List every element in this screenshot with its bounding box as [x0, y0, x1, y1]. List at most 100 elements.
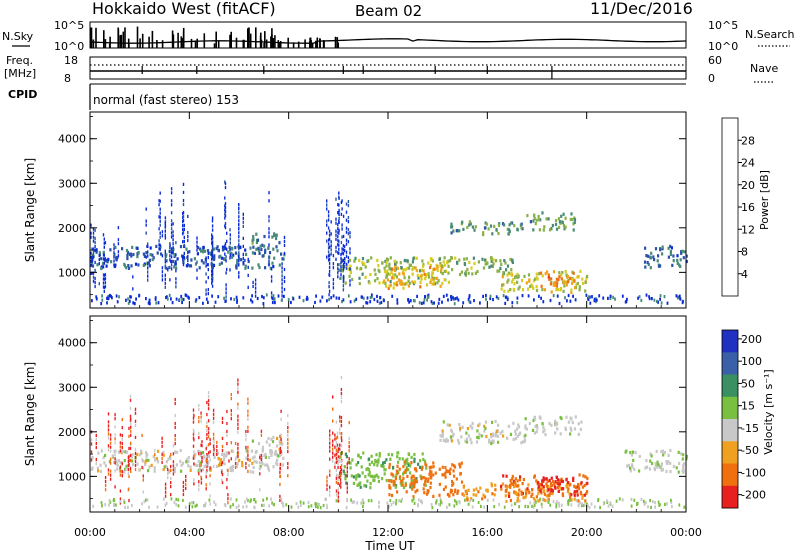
nsky-bar: [334, 36, 337, 48]
range-gate-cell: [136, 462, 139, 466]
near-range-cell: [493, 505, 496, 509]
range-gate-cell: [524, 495, 527, 499]
range-gate-cell: [385, 478, 388, 483]
range-gate-cell: [409, 485, 412, 489]
range-gate-cell: [509, 485, 512, 489]
range-gate-cell: [557, 482, 560, 486]
range-gate-cell: [558, 484, 561, 488]
range-gate-cell: [267, 246, 270, 250]
noise-cell: [102, 265, 105, 269]
near-range-cell: [170, 297, 172, 301]
noise-cell: [340, 473, 342, 477]
noise-cell: [342, 244, 345, 248]
range-gate-cell: [199, 247, 202, 251]
range-gate-cell: [369, 273, 372, 277]
range-gate-cell: [378, 452, 381, 456]
freq-tick-bottom: 8: [64, 72, 71, 85]
noise-cell: [326, 503, 328, 507]
range-gate-cell: [100, 266, 103, 271]
range-gate-cell: [390, 479, 393, 484]
range-gate-cell: [541, 288, 544, 292]
noise-cell: [230, 457, 232, 461]
noise-cell: [268, 199, 270, 203]
range-gate-cell: [512, 482, 515, 486]
noise-cell: [221, 448, 224, 453]
range-gate-cell: [472, 488, 475, 492]
range-gate-cell: [221, 247, 225, 251]
near-range-cell: [649, 498, 651, 503]
range-gate-cell: [375, 453, 378, 457]
noise-cell: [339, 443, 341, 447]
noise-cell: [326, 487, 328, 491]
range-gate-cell: [506, 264, 510, 268]
near-range-cell: [624, 300, 627, 304]
range-gate-cell: [439, 438, 442, 442]
noise-cell: [206, 457, 208, 461]
range-gate-cell: [528, 421, 531, 425]
noise-cell: [164, 273, 166, 277]
range-gate-cell: [388, 465, 391, 470]
range-gate-cell: [202, 454, 205, 458]
range-gate-cell: [175, 266, 178, 270]
range-gate-cell: [384, 281, 387, 285]
range-gate-cell: [411, 474, 414, 478]
near-range-cell: [326, 506, 328, 510]
range-gate-cell: [220, 469, 223, 473]
noise-cell: [328, 237, 331, 241]
range-gate-cell: [235, 464, 239, 468]
noise-cell: [121, 426, 123, 430]
near-range-cell: [379, 295, 382, 300]
near-range-cell: [130, 295, 132, 299]
range-gate-cell: [629, 466, 632, 470]
range-gate-cell: [213, 455, 216, 459]
range-gate-cell: [669, 470, 672, 474]
range-gate-cell: [272, 465, 275, 469]
noise-cell: [226, 421, 228, 426]
nsky-bar: [255, 27, 257, 48]
range-gate-cell: [533, 216, 536, 221]
noise-cell: [211, 263, 214, 267]
noise-cell: [332, 266, 335, 270]
range-gate-cell: [504, 494, 507, 498]
range-gate-cell: [542, 485, 545, 489]
noise-cell: [332, 286, 335, 290]
range-gate-cell: [661, 245, 664, 249]
range-gate-cell: [407, 284, 410, 288]
range-gate-cell: [567, 489, 570, 494]
noise-cell: [260, 453, 263, 457]
range-gate-cell: [357, 461, 360, 465]
noise-cell: [206, 413, 208, 417]
range-gate-cell: [443, 256, 446, 260]
range-gate-cell: [573, 279, 576, 283]
noise-cell: [206, 425, 208, 429]
range-gate-cell: [534, 222, 537, 226]
range-gate-cell: [561, 220, 564, 225]
near-range-cell: [579, 501, 581, 505]
range-gate-cell: [464, 439, 467, 443]
noise-cell: [280, 409, 282, 413]
range-gate-cell: [494, 419, 497, 423]
range-gate-cell: [557, 489, 560, 493]
range-gate-cell: [643, 260, 647, 264]
range-gate-cell: [450, 428, 453, 432]
noise-cell: [114, 453, 116, 457]
near-range-cell: [106, 301, 108, 305]
range-gate-cell: [270, 450, 273, 454]
noise-cell: [337, 251, 339, 255]
noise-cell: [238, 251, 240, 255]
near-range-cell: [271, 300, 274, 305]
range-gate-cell: [526, 487, 529, 491]
near-range-cell: [123, 500, 126, 505]
noise-cell: [340, 388, 343, 392]
range-gate-cell: [492, 439, 495, 443]
range-gate-cell: [446, 261, 449, 265]
near-range-cell: [141, 502, 143, 506]
noise-cell: [193, 454, 195, 458]
noise-cell: [205, 264, 207, 268]
near-range-cell: [370, 293, 373, 297]
range-gate-cell: [525, 281, 528, 285]
noise-cell: [221, 480, 224, 485]
range-gate-cell: [241, 461, 244, 465]
nsky-tick-bottom: 10^0: [54, 40, 84, 53]
near-range-cell: [411, 499, 414, 503]
